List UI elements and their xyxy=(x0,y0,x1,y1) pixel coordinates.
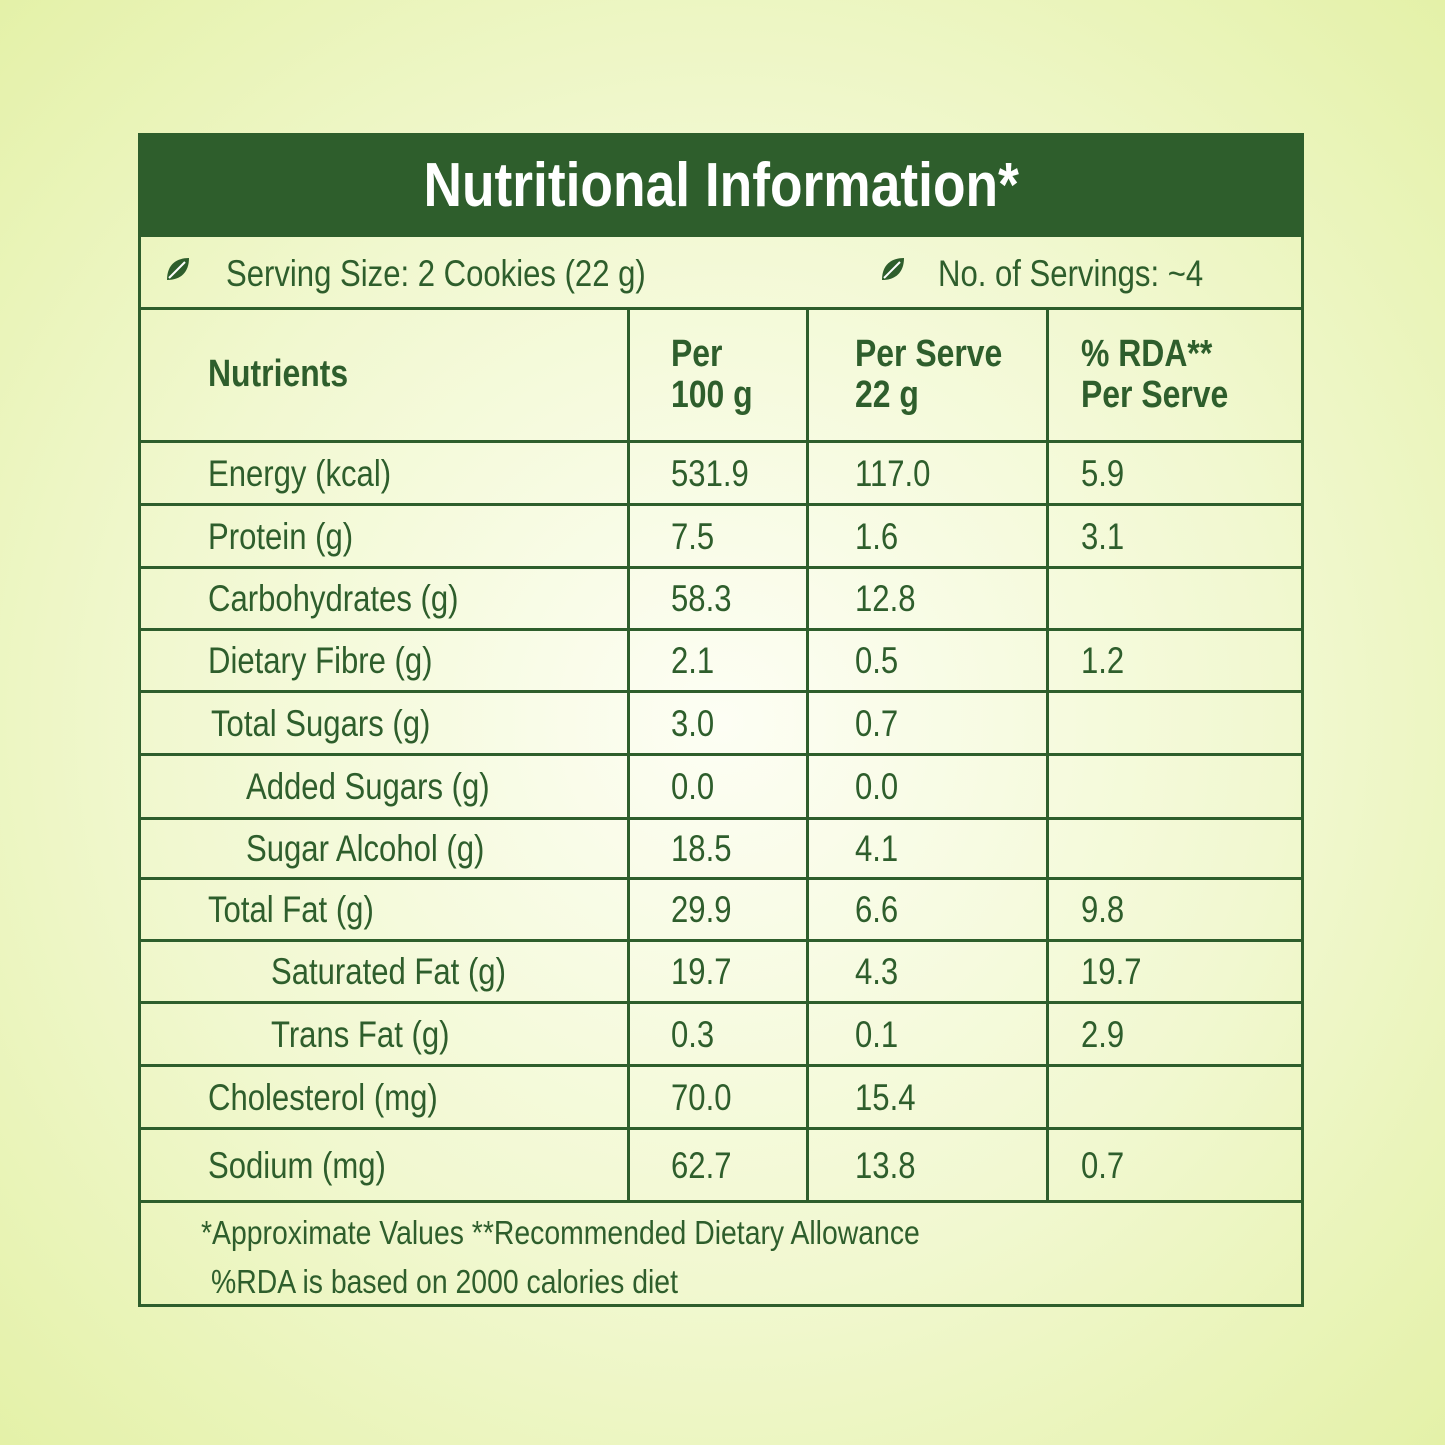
nutrient-name: Cholesterol (mg) xyxy=(208,1076,438,1118)
nutrient-value: 18.5 xyxy=(671,828,732,869)
nutrient-value: 7.5 xyxy=(671,515,715,557)
nutrient-value: 0.7 xyxy=(855,702,899,744)
nutrient-value: 13.8 xyxy=(855,1144,916,1186)
nutrient-value: 0.1 xyxy=(855,1013,899,1055)
row-line xyxy=(141,690,1301,693)
header-line: 100 g xyxy=(671,374,753,417)
nutrient-name: Total Sugars (g) xyxy=(211,702,431,744)
nutrient-value: 2.1 xyxy=(671,640,715,681)
row-line xyxy=(141,1200,1301,1203)
nutrient-name: Carbohydrates (g) xyxy=(208,578,459,619)
nutrient-name: Protein (g) xyxy=(208,515,354,557)
nutrition-panel: Nutritional Information* Serving Size: 2… xyxy=(138,133,1304,1307)
column-header: Nutrients xyxy=(208,353,349,395)
nutrient-value: 531.9 xyxy=(671,452,749,494)
nutrient-value: 2.9 xyxy=(1081,1013,1125,1055)
nutrient-value: 6.6 xyxy=(855,889,899,930)
row-line xyxy=(141,503,1301,506)
row-line xyxy=(141,939,1301,942)
nutrient-value: 0.0 xyxy=(671,766,715,807)
nutrient-value: 70.0 xyxy=(671,1076,732,1118)
column-header: Per Serve 22 g xyxy=(855,333,1003,417)
column-header: Per 100 g xyxy=(671,333,753,417)
nutrient-value: 58.3 xyxy=(671,578,732,619)
header-line: 22 g xyxy=(855,374,919,417)
title: Nutritional Information* xyxy=(423,151,1019,220)
nutrient-name: Energy (kcal) xyxy=(208,452,392,494)
header-line: Per xyxy=(671,333,723,375)
nutrient-value: 19.7 xyxy=(1081,951,1142,992)
nutrient-value: 0.0 xyxy=(855,766,899,807)
header-line: Per Serve xyxy=(855,333,1003,375)
row-line xyxy=(141,628,1301,631)
column-header: % RDA** Per Serve xyxy=(1081,333,1229,417)
row-line xyxy=(141,1001,1301,1004)
column-line xyxy=(1046,308,1049,1201)
row-line xyxy=(141,307,1301,310)
row-line xyxy=(141,753,1301,756)
row-line xyxy=(141,440,1301,443)
nutrient-value: 3.1 xyxy=(1081,515,1125,557)
nutrient-name: Dietary Fibre (g) xyxy=(208,640,433,681)
footnote: %RDA is based on 2000 calories diet xyxy=(211,1263,678,1300)
nutrient-value: 4.1 xyxy=(855,828,899,869)
footnote: *Approximate Values **Recommended Dietar… xyxy=(201,1214,920,1251)
nutrient-value: 0.7 xyxy=(1081,1144,1125,1186)
header-line: Nutrients xyxy=(208,353,349,395)
title-bar: Nutritional Information* xyxy=(141,136,1301,235)
row-line xyxy=(141,566,1301,569)
row-line xyxy=(141,817,1301,820)
nutrient-value: 3.0 xyxy=(671,702,715,744)
leaf-icon xyxy=(882,258,904,280)
row-line xyxy=(141,234,1301,237)
row-line xyxy=(141,877,1301,880)
nutrient-value: 0.3 xyxy=(671,1013,715,1055)
nutrient-value: 5.9 xyxy=(1081,452,1125,494)
nutrient-name: Trans Fat (g) xyxy=(271,1013,450,1055)
nutrient-value: 117.0 xyxy=(855,452,931,494)
row-line xyxy=(141,1127,1301,1130)
nutrient-value: 12.8 xyxy=(855,578,916,619)
leaf-icon xyxy=(167,258,189,280)
column-line xyxy=(806,308,809,1201)
nutrient-name: Total Fat (g) xyxy=(208,889,374,930)
nutrient-value: 1.6 xyxy=(855,515,899,557)
nutrient-name: Added Sugars (g) xyxy=(246,766,490,807)
servings-count: No. of Servings: ~4 xyxy=(938,253,1204,294)
nutrient-value: 4.3 xyxy=(855,951,899,992)
header-line: Per Serve xyxy=(1081,374,1229,417)
row-line xyxy=(141,1064,1301,1067)
column-line xyxy=(627,308,630,1201)
serving-size: Serving Size: 2 Cookies (22 g) xyxy=(226,253,646,294)
nutrient-name: Saturated Fat (g) xyxy=(271,951,506,992)
nutrient-name: Sodium (mg) xyxy=(208,1144,386,1186)
nutrient-value: 15.4 xyxy=(855,1076,916,1118)
nutrient-value: 29.9 xyxy=(671,889,732,930)
nutrient-value: 9.8 xyxy=(1081,889,1125,930)
nutrient-value: 0.5 xyxy=(855,640,899,681)
nutrient-value: 62.7 xyxy=(671,1144,732,1186)
nutrient-value: 19.7 xyxy=(671,951,732,992)
nutrient-name: Sugar Alcohol (g) xyxy=(246,828,485,869)
nutrient-value: 1.2 xyxy=(1081,640,1125,681)
header-line: % RDA** xyxy=(1081,333,1213,375)
